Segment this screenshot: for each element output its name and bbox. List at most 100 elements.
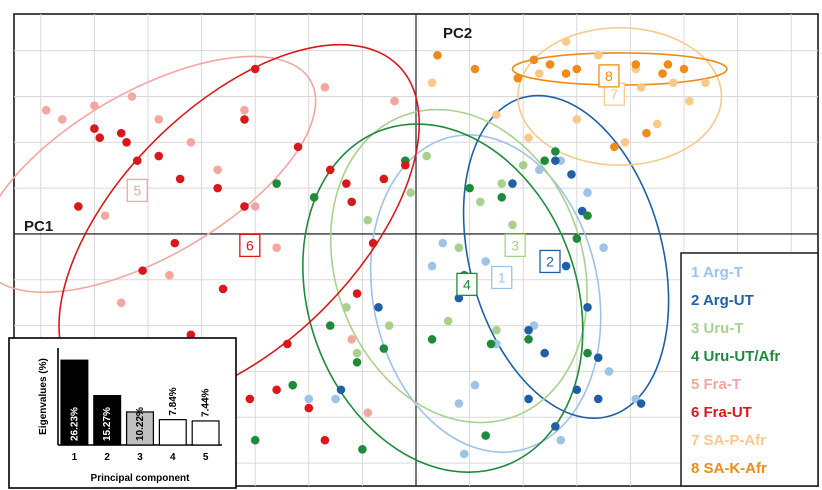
scree-tick-5: 5: [203, 452, 209, 463]
legend-entry-6: 6 Fra-UT: [691, 404, 752, 421]
legend-box: [680, 252, 819, 487]
centroid-label-5: 5: [133, 182, 141, 198]
point-group-5: [154, 115, 164, 124]
scree-tick-2: 2: [104, 452, 110, 463]
point-group-6: [304, 403, 314, 413]
point-group-7: [636, 83, 646, 92]
point-group-3: [422, 151, 432, 161]
ellipse-group-1: [369, 134, 602, 453]
legend: 1 Arg-T 2 Arg-UT 3 Uru-T 4 Uru-UT/Afr 5 Fra-…: [680, 252, 819, 487]
point-group-4: [481, 431, 490, 440]
ellipse-group-7: [517, 26, 723, 167]
centroid-box-1: [491, 265, 513, 290]
point-group-5: [41, 105, 51, 115]
point-group-6: [138, 266, 147, 275]
point-group-8: [663, 60, 673, 69]
zero-axes: [14, 14, 818, 486]
scree-tick-3: 3: [137, 452, 143, 463]
point-group-3: [497, 179, 507, 188]
point-group-6: [132, 156, 142, 165]
point-group-8: [513, 73, 523, 83]
point-group-1: [427, 261, 437, 271]
point-group-1: [599, 243, 608, 253]
point-group-4: [497, 193, 507, 202]
scree-x-label: Principal component: [91, 473, 191, 484]
scree-y-label: Eigenvalues (%): [38, 358, 49, 435]
point-group-8: [561, 69, 571, 78]
point-group-2: [593, 353, 603, 362]
point-group-2: [593, 394, 603, 404]
point-group-6: [379, 174, 389, 184]
point-group-3: [476, 197, 485, 207]
point-group-5: [240, 105, 249, 115]
point-group-4: [427, 335, 437, 344]
point-group-2: [561, 261, 571, 271]
point-group-4: [486, 339, 496, 349]
point-group-8: [679, 64, 689, 74]
point-group-7: [524, 133, 533, 143]
centroid-box-8: [598, 64, 620, 88]
legend-entry-3: 3 Uru-T: [691, 320, 744, 337]
point-group-8: [631, 60, 641, 69]
point-group-5: [57, 115, 67, 124]
legend-entry-4: 4 Uru-UT/Afr: [691, 348, 780, 365]
point-group-8: [433, 50, 442, 60]
point-group-6: [400, 160, 410, 170]
confidence-ellipses: [0, 26, 728, 473]
centroid-box-2: [539, 249, 561, 274]
centroid-labels: 1 2 3 4 5 6 7 8: [126, 64, 625, 297]
scree-value-label-1: 26.23%: [69, 407, 80, 441]
point-group-2: [572, 385, 582, 395]
point-group-4: [572, 234, 582, 243]
scree-inset: 26.23% 1 15.27% 2 10.22% 3 7.84% 4 7.44% 5 Eigenva…: [8, 337, 237, 489]
point-group-5: [165, 270, 174, 280]
point-group-5: [100, 211, 110, 220]
point-group-8: [658, 69, 667, 78]
point-group-6: [116, 128, 126, 138]
point-group-7: [572, 115, 582, 124]
point-group-4: [272, 179, 281, 188]
point-group-3: [384, 321, 394, 330]
point-group-4: [352, 357, 362, 367]
point-group-6: [175, 174, 185, 184]
point-group-4: [288, 380, 298, 390]
ellipse-group-5: [0, 55, 317, 294]
point-group-6: [240, 115, 249, 124]
legend-entry-1: 1 Arg-T: [691, 264, 743, 281]
point-group-2: [583, 302, 592, 312]
point-group-7: [620, 138, 630, 147]
centroid-label-6: 6: [246, 237, 254, 253]
point-group-2: [524, 325, 533, 335]
point-group-2: [336, 385, 346, 395]
scree-value-label-2: 15.27%: [102, 407, 113, 441]
centroid-box-3: [504, 233, 526, 258]
point-group-6: [347, 197, 356, 207]
scree-bar-2: [93, 395, 122, 446]
scree-value-label-4: 7.84%: [168, 387, 179, 415]
point-group-8: [572, 64, 582, 74]
point-group-7: [668, 78, 678, 88]
point-group-7: [427, 78, 437, 88]
centroid-label-3: 3: [511, 237, 519, 253]
point-group-1: [304, 394, 314, 404]
point-group-6: [368, 238, 378, 248]
point-group-5: [250, 202, 260, 211]
point-group-7: [685, 96, 694, 106]
legend-entry-7: 7 SA-P-Afr: [691, 432, 766, 449]
point-group-1: [583, 188, 592, 198]
centroid-box-5: [126, 178, 148, 203]
point-group-3: [406, 188, 415, 198]
point-group-6: [325, 165, 335, 175]
point-group-6: [95, 133, 105, 143]
point-group-6: [272, 385, 281, 395]
point-group-6: [170, 238, 180, 248]
point-group-3: [518, 160, 528, 170]
point-group-6: [283, 339, 292, 349]
point-group-5: [272, 243, 281, 253]
point-group-4: [379, 344, 389, 353]
point-group-2: [551, 422, 560, 431]
point-group-1: [331, 394, 340, 404]
point-group-3: [508, 220, 517, 230]
point-group-6: [213, 183, 222, 193]
point-group-7: [561, 37, 571, 46]
